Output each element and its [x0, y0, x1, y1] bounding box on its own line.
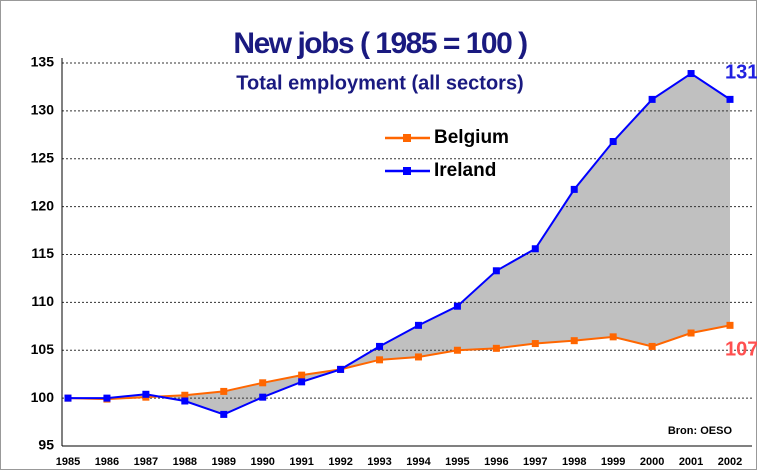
point-marker [142, 390, 150, 398]
point-marker [609, 138, 617, 146]
legend-label: Belgium [434, 127, 509, 148]
point-marker [414, 321, 422, 329]
point-marker [220, 410, 228, 418]
y-tick-label: 100 [31, 389, 55, 405]
point-marker [726, 321, 734, 329]
x-tick-label: 1998 [562, 456, 586, 468]
point-marker [609, 333, 617, 341]
point-marker [376, 356, 384, 364]
x-tick-label: 1987 [134, 456, 158, 468]
point-marker [181, 397, 189, 405]
x-tick-label: 1993 [367, 456, 391, 468]
x-tick-label: 1995 [445, 456, 469, 468]
point-marker [687, 70, 695, 78]
y-tick-label: 105 [31, 341, 55, 357]
x-tick-label: 1996 [484, 456, 508, 468]
y-tick-label: 135 [31, 54, 55, 70]
point-marker [492, 344, 500, 352]
y-tick-label: 120 [31, 197, 55, 213]
x-tick-label: 1991 [289, 456, 313, 468]
data-label: 131,2 [725, 62, 757, 84]
point-marker [376, 342, 384, 350]
legend-label: Ireland [434, 160, 496, 181]
point-marker [298, 378, 306, 386]
x-tick-label: 2001 [679, 456, 703, 468]
x-tick-label: 1999 [601, 456, 625, 468]
x-tick-label: 1990 [250, 456, 274, 468]
y-tick-label: 130 [31, 102, 55, 118]
point-marker [414, 353, 422, 361]
point-marker [181, 391, 189, 399]
point-marker [298, 371, 306, 379]
x-tick-label: 1986 [95, 456, 119, 468]
point-marker [64, 394, 72, 402]
series-line [67, 324, 731, 401]
y-tick-label: 95 [38, 437, 54, 453]
point-marker [259, 379, 267, 387]
y-tick-label: 125 [31, 149, 55, 165]
point-marker [492, 267, 500, 275]
x-tick-label: 1994 [406, 456, 431, 468]
x-tick-label: 2002 [718, 456, 742, 468]
x-tick-label: 1989 [212, 456, 236, 468]
point-marker [531, 245, 539, 253]
x-tick-label: 1992 [328, 456, 352, 468]
point-marker [220, 387, 228, 395]
point-marker [648, 342, 656, 350]
point-marker [570, 185, 578, 193]
point-marker [453, 302, 461, 310]
chart-title: New jobs ( 1985 = 100 ) [233, 27, 527, 60]
chart-subtitle: Total employment (all sectors) [236, 72, 523, 94]
legend-marker [403, 167, 411, 175]
y-tick-label: 115 [31, 245, 54, 261]
source-note: Bron: OESO [668, 425, 733, 437]
legend-marker [403, 134, 411, 142]
point-marker [531, 340, 539, 348]
gap-area [68, 73, 730, 415]
point-marker [453, 346, 461, 354]
x-tick-label: 1985 [56, 456, 80, 468]
y-tick-label: 110 [31, 293, 54, 309]
point-marker [726, 95, 734, 103]
series-line [68, 72, 731, 416]
x-tick-label: 1988 [173, 456, 197, 468]
data-label: 107,6 [725, 339, 757, 361]
point-marker [687, 329, 695, 337]
x-tick-label: 2000 [640, 456, 664, 468]
x-tick-label: 1997 [523, 456, 547, 468]
point-marker [337, 365, 345, 373]
point-marker [570, 337, 578, 345]
point-marker [648, 95, 656, 103]
point-marker [103, 394, 111, 402]
point-marker [259, 393, 267, 401]
